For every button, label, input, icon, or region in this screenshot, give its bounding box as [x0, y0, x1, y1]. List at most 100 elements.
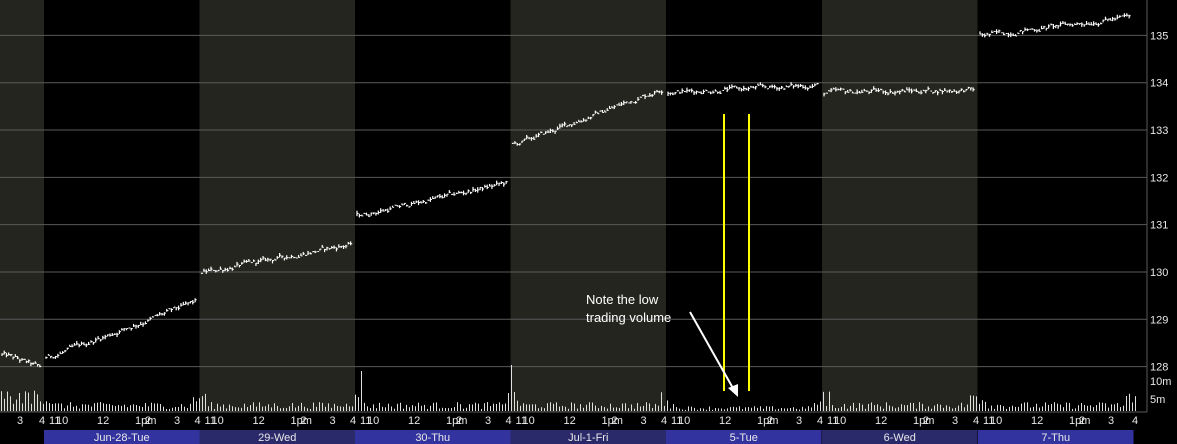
volume-bar: [1015, 406, 1016, 411]
volume-bar: [238, 407, 239, 411]
volume-bar: [949, 406, 950, 411]
volume-bar: [820, 401, 821, 411]
volume-bar: [355, 394, 356, 411]
volume-series: [1, 365, 1136, 411]
volume-bar: [481, 408, 482, 411]
volume-bar: [475, 402, 476, 411]
volume-bar: [16, 399, 17, 411]
band-1: [199, 0, 355, 412]
time-tick-label: 3: [485, 415, 491, 427]
volume-bar: [10, 396, 11, 411]
volume-bar: [1003, 406, 1004, 411]
volume-bar: [805, 408, 806, 411]
volume-bar: [202, 396, 203, 411]
volume-bar: [145, 402, 146, 411]
time-tick-label: 2: [767, 415, 773, 427]
volume-bar: [196, 401, 197, 411]
volume-bar: [67, 405, 68, 411]
volume-bar: [289, 406, 290, 411]
time-tick-label: 11: [360, 415, 371, 427]
price-tick-label: 133: [1150, 125, 1168, 137]
volume-bar: [247, 407, 248, 411]
day-label: Jul-1-Fri: [568, 432, 608, 444]
volume-bar: [937, 403, 938, 411]
volume-bar: [733, 406, 734, 411]
volume-bar: [568, 408, 569, 411]
annotation: Note the low trading volume: [586, 292, 738, 397]
volume-bar: [544, 408, 545, 411]
volume-bar: [919, 402, 920, 411]
volume-bar: [295, 407, 296, 411]
volume-bar: [1120, 407, 1121, 411]
volume-bar: [1069, 402, 1070, 411]
volume-bar: [466, 407, 467, 411]
volume-bar: [58, 403, 59, 411]
volume-bar: [907, 405, 908, 411]
time-tick-label: 4: [973, 415, 979, 427]
volume-bar: [118, 405, 119, 411]
volume-bar: [538, 408, 539, 411]
time-tick-label: 1pm: [291, 415, 312, 427]
band-pre: [0, 0, 44, 412]
volume-bar: [394, 408, 395, 411]
volume-bar: [751, 407, 752, 411]
volume-bar: [601, 405, 602, 411]
time-tick-label: 12: [97, 415, 109, 427]
volume-bar: [589, 402, 590, 411]
volume-bar: [658, 405, 659, 411]
volume-bar: [1096, 405, 1097, 411]
volume-bar: [814, 402, 815, 411]
volume-bar: [613, 407, 614, 411]
volume-bar: [892, 406, 893, 411]
annotation-arrow-shaft: [689, 311, 735, 391]
volume-bar: [985, 401, 986, 411]
volume-bar: [595, 405, 596, 411]
volume-bar: [763, 408, 764, 411]
volume-bar: [1084, 404, 1085, 411]
volume-bar: [505, 403, 506, 411]
volume-bar: [664, 405, 665, 411]
volume-bar: [274, 403, 275, 411]
volume-bar: [451, 408, 452, 411]
volume-bar: [337, 405, 338, 411]
volume-bar: [526, 404, 527, 411]
volume-bar: [727, 408, 728, 411]
time-tick-label: 2: [145, 415, 151, 427]
volume-bar: [784, 408, 785, 411]
time-tick-label: 10: [834, 415, 846, 427]
volume-bar: [433, 402, 434, 411]
time-tick-label: 4: [1132, 415, 1138, 427]
day-band: [666, 430, 822, 444]
volume-bar: [241, 407, 242, 411]
volume-bar: [1009, 406, 1010, 411]
day-band: [199, 430, 355, 444]
volume-bar: [343, 406, 344, 411]
volume-bar: [379, 402, 380, 411]
volume-bar: [1132, 402, 1133, 411]
volume-bar: [616, 407, 617, 411]
volume-bar: [493, 403, 494, 411]
volume-bar: [724, 409, 725, 411]
day-label-bar: Jun-28-Tue 29-Wed 30-Thu Jul-1-Fri 5-Tue 6-We…: [44, 430, 1134, 444]
volume-bar: [871, 402, 872, 411]
time-tick-label: 12: [1031, 415, 1043, 427]
volume-bar: [178, 406, 179, 411]
volume-bar: [961, 402, 962, 411]
volume-bar: [250, 405, 251, 411]
time-tick-label: 1pm: [135, 415, 156, 427]
volume-bar: [382, 406, 383, 411]
volume-bar: [82, 404, 83, 411]
volume-bar: [535, 404, 536, 411]
volume-bar: [520, 405, 521, 411]
time-tick-label: 2: [301, 415, 307, 427]
volume-bar: [796, 408, 797, 411]
day-band: [44, 430, 200, 444]
day-band: [355, 430, 511, 444]
volume-bar: [454, 407, 455, 411]
volume-bar: [367, 406, 368, 411]
volume-bar: [226, 408, 227, 411]
volume-bar: [97, 402, 98, 411]
volume-bar: [115, 406, 116, 411]
volume-bar: [427, 408, 428, 411]
volume-bar: [775, 409, 776, 411]
